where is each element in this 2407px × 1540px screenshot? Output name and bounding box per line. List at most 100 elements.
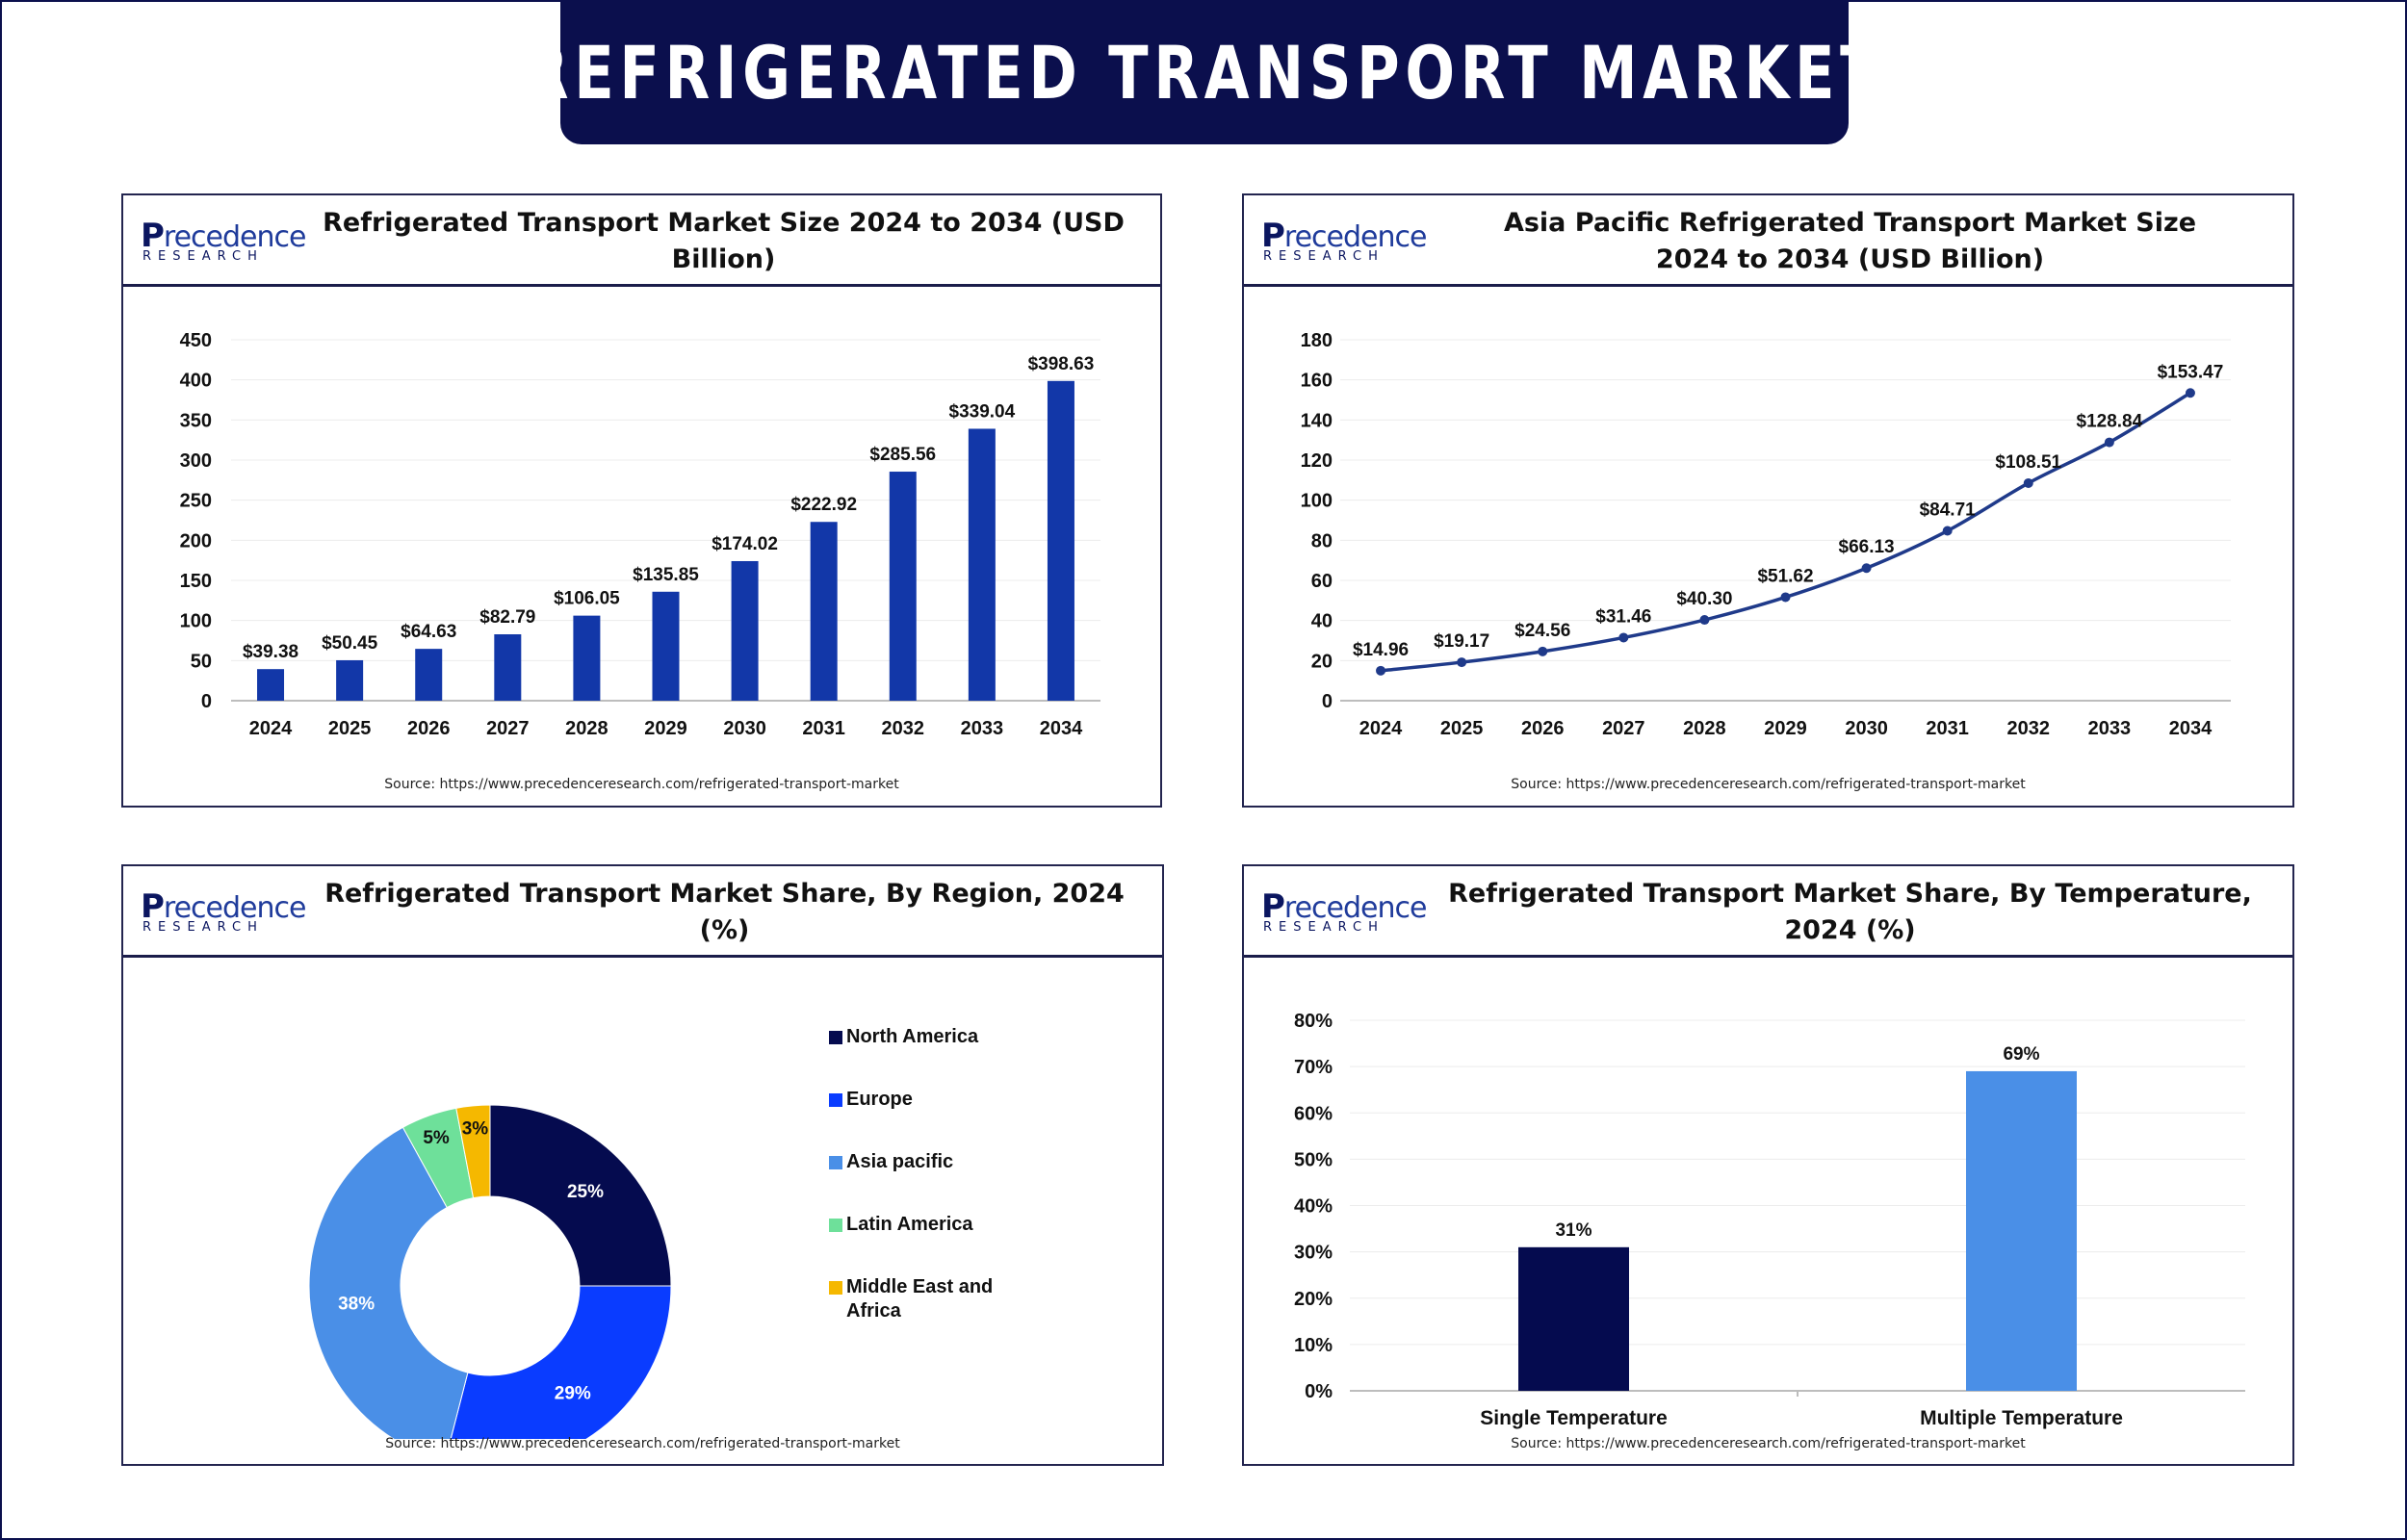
chart-title: Refrigerated Transport Market Size 2024 … (323, 207, 1125, 274)
source-note: Source: https://www.precedenceresearch.c… (1511, 1436, 2026, 1451)
data-point (2023, 477, 2033, 488)
data-label: $135.85 (633, 565, 699, 585)
donut-slice (489, 1104, 672, 1287)
bar (1966, 1070, 2077, 1391)
x-tick-label: 2026 (1521, 718, 1565, 739)
title-banner: REFRIGERATED TRANSPORT MARKET (524, 0, 1880, 144)
data-label: $82.79 (479, 607, 535, 628)
slice-label: 3% (462, 1119, 489, 1140)
x-tick-label: 2033 (961, 718, 1004, 739)
chart-title: Refrigerated Transport Market Share, By … (1448, 878, 2252, 945)
panel-header: Precedence RESEARCH Refrigerated Transpo… (1244, 866, 2292, 958)
precedence-logo: Precedence RESEARCH (1261, 217, 1427, 264)
donut-slice (455, 1104, 491, 1199)
y-tick-label: 20% (1294, 1289, 1333, 1310)
x-tick-label: 2027 (486, 718, 530, 739)
y-tick-label: 50 (191, 651, 212, 672)
x-tick-label: 2025 (328, 718, 372, 739)
slice-label: 5% (423, 1128, 450, 1148)
data-label: $50.45 (322, 633, 378, 654)
legend-swatch (829, 1281, 842, 1295)
y-tick-label: 60% (1294, 1103, 1333, 1124)
bar (257, 669, 285, 701)
precedence-logo: Precedence RESEARCH (1261, 887, 1427, 935)
y-tick-label: 0 (201, 691, 212, 712)
data-label: $339.04 (949, 401, 1016, 422)
y-tick-label: 100 (180, 611, 212, 632)
page-title: REFRIGERATED TRANSPORT MARKET (523, 29, 1886, 116)
panel-header: Precedence RESEARCH Asia Pacific Refrige… (1244, 195, 2292, 287)
x-tick-label: 2030 (723, 718, 766, 739)
source-note: Source: https://www.precedenceresearch.c… (1511, 777, 2026, 792)
y-tick-label: 40% (1294, 1196, 1333, 1218)
bar (1518, 1246, 1629, 1391)
x-tick-label: 2028 (565, 718, 608, 739)
bar (968, 428, 996, 701)
data-label: $31.46 (1595, 606, 1651, 627)
y-tick-label: 80% (1294, 1011, 1333, 1032)
y-tick-label: 40 (1311, 611, 1333, 632)
precedence-logo: Precedence RESEARCH (141, 217, 306, 264)
y-tick-label: 160 (1301, 371, 1333, 392)
x-tick-label: Multiple Temperature (1920, 1407, 2123, 1429)
x-tick-label: 2027 (1602, 718, 1645, 739)
y-tick-label: 120 (1301, 450, 1333, 472)
legend-item: Europe (829, 1088, 1050, 1150)
asia-pacific-line-chart: 0 20 40 60 80 100 120 140 160 180 $14.96 2024 $19.17… (1301, 330, 2231, 739)
bar (573, 615, 601, 701)
slice-label: 38% (338, 1295, 375, 1315)
source-note: Source: https://www.precedenceresearch.c… (385, 1436, 900, 1451)
legend-swatch (829, 1093, 842, 1107)
data-label: $39.38 (243, 642, 298, 662)
data-label: $19.17 (1434, 631, 1489, 652)
x-tick-label: 2030 (1845, 718, 1888, 739)
y-tick-label: 10% (1294, 1335, 1333, 1356)
y-tick-label: 400 (180, 371, 212, 392)
bar (494, 634, 522, 701)
region-legend: North America Europe Asia pacific Latin … (829, 1025, 1050, 1338)
x-tick-label: 2031 (1926, 718, 1969, 739)
bar (415, 649, 443, 701)
market-size-panel: Precedence RESEARCH Refrigerated Transpo… (121, 193, 1162, 808)
bar (731, 560, 759, 701)
y-tick-label: 250 (180, 491, 212, 512)
source-note: Source: https://www.precedenceresearch.c… (384, 777, 899, 792)
y-tick-label: 60 (1311, 571, 1333, 592)
x-tick-label: 2025 (1440, 718, 1484, 739)
y-tick-label: 150 (180, 571, 212, 592)
slice-label: 25% (567, 1182, 604, 1202)
data-label: 69% (2003, 1044, 2039, 1065)
x-tick-label: 2034 (1040, 718, 1083, 739)
data-label: $128.84 (2077, 412, 2143, 432)
bar (810, 522, 838, 701)
data-point (1457, 657, 1467, 668)
region-share-panel: Precedence RESEARCH Refrigerated Transpo… (121, 864, 1164, 1466)
donut-slice (308, 1126, 469, 1439)
x-tick-label: 2032 (2007, 718, 2051, 739)
chart-title: Refrigerated Transport Market Share, By … (324, 878, 1125, 945)
precedence-logo: Precedence RESEARCH (141, 887, 306, 935)
data-point (2104, 437, 2114, 448)
data-label: $84.71 (1920, 500, 1977, 521)
x-tick-label: 2024 (249, 718, 293, 739)
y-tick-label: 50% (1294, 1149, 1333, 1170)
x-tick-label: 2033 (2088, 718, 2132, 739)
legend-item: Latin America (829, 1213, 1050, 1275)
data-point (2185, 388, 2195, 398)
data-label: $398.63 (1028, 354, 1095, 374)
data-label: $108.51 (1995, 452, 2061, 473)
data-point (1618, 632, 1629, 643)
chart-title: Asia Pacific Refrigerated Transport Mark… (1503, 207, 2197, 274)
data-label: $66.13 (1839, 537, 1895, 557)
data-point (1942, 526, 1953, 536)
slice-label: 29% (555, 1384, 591, 1404)
y-tick-label: 350 (180, 410, 212, 431)
x-tick-label: 2031 (802, 718, 845, 739)
x-tick-label: 2028 (1683, 718, 1726, 739)
y-tick-label: 140 (1301, 410, 1333, 431)
asia-pacific-panel: Precedence RESEARCH Asia Pacific Refrige… (1242, 193, 2294, 808)
data-label: $222.92 (790, 495, 857, 515)
y-tick-label: 100 (1301, 491, 1333, 512)
bar (1047, 380, 1074, 701)
series-line (1380, 391, 2191, 673)
